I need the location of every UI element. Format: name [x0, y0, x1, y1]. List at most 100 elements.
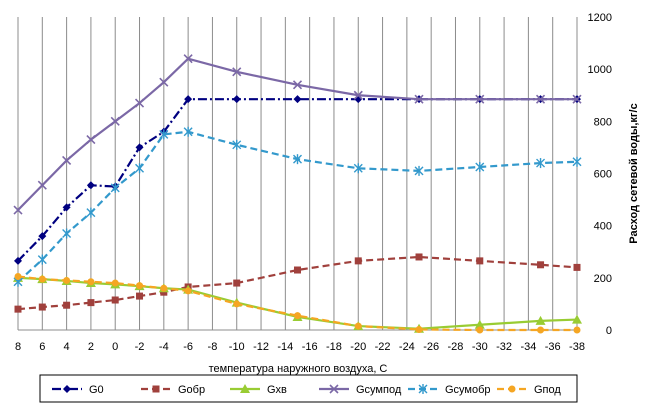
y-tick-label: 1000 — [588, 64, 612, 76]
marker-stroke — [62, 155, 72, 166]
data-point-gсумпод — [110, 116, 120, 126]
marker-stroke — [475, 94, 485, 104]
data-point-gпод — [38, 275, 46, 283]
data-point-gсумпод — [13, 205, 23, 215]
series-line-gсумпод — [17, 57, 577, 211]
data-point-gобр — [233, 279, 241, 287]
x-tick-label: 0 — [112, 341, 118, 353]
legend: G0 Gобр Gхв Gсумпод Gсумобр Gпод — [39, 374, 578, 403]
marker-stroke — [183, 54, 193, 64]
data-point-gпод — [14, 273, 22, 281]
data-point-gпод — [111, 279, 119, 287]
legend-marker-gпод — [508, 385, 516, 393]
marker-stroke — [86, 135, 96, 145]
data-point-gсумпод — [86, 135, 96, 145]
y-tick-label: 0 — [606, 325, 612, 337]
legend-marker-gсумпод — [329, 384, 339, 394]
y-tick-label: 800 — [594, 116, 612, 128]
x-tick-label: -30 — [472, 341, 488, 353]
data-point-gпод — [63, 276, 71, 284]
data-point-gобр — [38, 303, 46, 311]
data-point-g0 — [62, 203, 71, 212]
x-tick-label: -12 — [253, 341, 269, 353]
series-group — [13, 54, 582, 334]
data-point-gпод — [573, 326, 581, 334]
data-point-gобр — [573, 263, 581, 271]
y-tick-label: 1200 — [588, 12, 612, 24]
legend-label-gсумпод: Gсумпод — [356, 384, 402, 396]
x-tick-label: -18 — [326, 341, 342, 353]
data-point-gобр — [537, 261, 545, 269]
x-tick-label: -24 — [399, 341, 415, 353]
x-tick-labels: 8 6 4 2 0 -2 -4 -6 -8 -10 -12 -14 -16 -18 -20 -22 -24 -26… — [15, 341, 585, 353]
x-tick-label: 8 — [15, 341, 21, 353]
data-point-gпод — [160, 284, 168, 292]
data-point-gсумпод — [353, 90, 363, 100]
x-tick-label: -36 — [545, 341, 561, 353]
data-point-gсумобр — [475, 161, 485, 172]
marker-stroke — [110, 116, 120, 126]
data-point-gобр — [87, 299, 95, 307]
data-point-gхв — [535, 315, 546, 325]
x-tick-label: -2 — [135, 341, 145, 353]
x-tick-label: 4 — [64, 341, 70, 353]
legend-marker-gсумобр — [418, 384, 428, 394]
legend-marker-g0 — [63, 385, 71, 393]
data-point-gобр — [354, 257, 362, 265]
marker-stroke — [329, 384, 339, 394]
data-point-gсумобр — [183, 126, 193, 137]
data-point-gобр — [136, 292, 144, 300]
data-point-gсумпод — [134, 98, 145, 108]
data-point-gсумобр — [159, 129, 169, 140]
series-line-gхв — [17, 276, 578, 330]
data-point-gсумпод — [414, 94, 424, 104]
marker-stroke — [292, 80, 303, 90]
data-point-gсумобр — [37, 254, 47, 265]
data-point-g0 — [14, 256, 22, 265]
data-point-gпод — [354, 322, 362, 330]
x-tick-label: -4 — [159, 341, 169, 353]
marker-stroke — [414, 94, 424, 104]
x-tick-label: -10 — [229, 341, 245, 353]
y-tick-label: 200 — [594, 273, 612, 285]
data-point-gхв — [572, 314, 582, 324]
y-tick-label: 400 — [594, 221, 612, 233]
data-point-gсумпод — [183, 54, 193, 64]
data-point-gпод — [476, 326, 484, 334]
data-point-gсумобр — [293, 154, 302, 165]
y-tick-label: 600 — [594, 169, 612, 181]
marker-stroke — [159, 77, 169, 87]
data-point-g0 — [293, 95, 302, 104]
data-point-gсумобр — [353, 163, 363, 174]
data-point-g0 — [135, 143, 144, 152]
legend-marker-gобр — [152, 385, 160, 393]
data-point-gпод — [136, 282, 144, 290]
data-point-gсумпод — [232, 67, 242, 77]
series-line-g0 — [17, 98, 577, 262]
marker-stroke — [232, 67, 242, 77]
x-tick-label: -38 — [569, 341, 585, 353]
y-axis-title: Расход сетевой воды,кг/с — [628, 103, 640, 243]
data-point-gобр — [111, 296, 119, 304]
data-point-gсумобр — [232, 139, 242, 150]
data-point-gобр — [476, 257, 484, 265]
marker-stroke — [134, 98, 145, 108]
x-axis-title: температура наружного воздуха, С — [209, 363, 388, 375]
data-point-gсумпод — [572, 94, 582, 104]
data-point-gсумпод — [292, 80, 303, 90]
data-point-gхв — [474, 319, 485, 329]
data-point-gпод — [87, 278, 95, 286]
x-tick-label: 6 — [39, 341, 45, 353]
data-point-gсумобр — [414, 165, 424, 176]
data-point-gсумобр — [110, 182, 120, 193]
x-tick-label: -22 — [375, 341, 391, 353]
data-point-gпод — [233, 300, 241, 308]
data-point-gсумпод — [475, 94, 485, 104]
data-point-gсумобр — [62, 228, 72, 239]
data-point-g0 — [86, 181, 95, 190]
data-point-gсумобр — [86, 207, 96, 218]
data-point-gсумпод — [37, 180, 47, 190]
data-point-gобр — [294, 266, 301, 274]
marker-stroke — [13, 205, 23, 215]
